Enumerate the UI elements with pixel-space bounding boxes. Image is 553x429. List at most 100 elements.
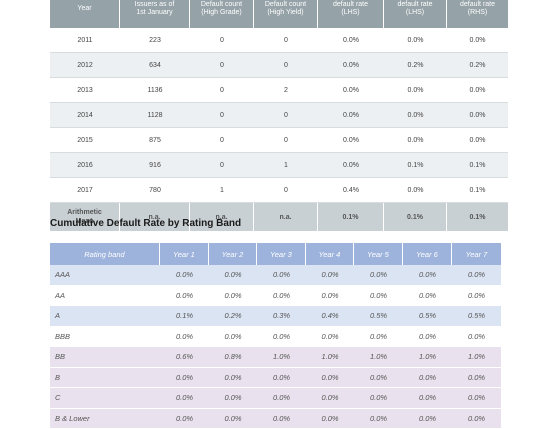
table2-header-cell: Year 4 bbox=[306, 243, 354, 265]
table-cell: 0.0% bbox=[318, 153, 384, 178]
table-cell: 0.0% bbox=[384, 128, 447, 153]
table-cell: 0.0% bbox=[354, 368, 403, 389]
table-cell: 0.1% bbox=[447, 178, 508, 203]
table-row: 2015 875 0 0 0.0% 0.0% 0.0% bbox=[50, 128, 508, 153]
table-cell: 0.0% bbox=[209, 286, 257, 307]
table-cell: 0.3% bbox=[257, 306, 306, 327]
cumulative-default-table: Rating band Year 1 Year 2 Year 3 Year 4 … bbox=[50, 243, 501, 429]
table-cell: 0 bbox=[190, 28, 254, 53]
mean-cell: 0.1% bbox=[318, 203, 384, 231]
table-cell: 0.2% bbox=[209, 306, 257, 327]
table1-header-cell: default rate(LHS) bbox=[318, 0, 384, 28]
table-cell: 0.0% bbox=[306, 409, 354, 429]
table-cell: 0.0% bbox=[318, 28, 384, 53]
rating-band-cell: A bbox=[50, 306, 160, 327]
table-cell: 0 bbox=[254, 103, 318, 128]
table1-header-cell: Year bbox=[50, 0, 120, 28]
table-cell: 0.0% bbox=[452, 265, 501, 286]
table-cell: 0.0% bbox=[257, 368, 306, 389]
table-cell: 0.0% bbox=[452, 388, 501, 409]
table-cell: 0 bbox=[254, 53, 318, 78]
table-cell: 0.0% bbox=[209, 409, 257, 429]
table-cell: 0.0% bbox=[447, 28, 508, 53]
table-cell: 0.0% bbox=[209, 265, 257, 286]
table-cell: 0.0% bbox=[403, 265, 452, 286]
table-cell: 0.0% bbox=[306, 368, 354, 389]
table2-header-cell: Year 2 bbox=[209, 243, 257, 265]
table-cell: 0.0% bbox=[257, 286, 306, 307]
table-cell: 0.0% bbox=[318, 53, 384, 78]
table-cell: 0.0% bbox=[403, 368, 452, 389]
table1-header-cell: Default count(High Yield) bbox=[254, 0, 318, 28]
table-cell: 0.0% bbox=[403, 388, 452, 409]
table-cell: 780 bbox=[120, 178, 190, 203]
table-row: B 0.0% 0.0% 0.0% 0.0% 0.0% 0.0% 0.0% bbox=[50, 368, 501, 389]
rating-band-cell: AA bbox=[50, 286, 160, 307]
table-cell: 0.0% bbox=[306, 286, 354, 307]
table-cell: 0 bbox=[254, 178, 318, 203]
table-cell: 0.0% bbox=[306, 327, 354, 348]
table-cell: 0.0% bbox=[384, 78, 447, 103]
table-cell: 0.0% bbox=[403, 327, 452, 348]
rating-band-cell: AAA bbox=[50, 265, 160, 286]
table-row: BB 0.6% 0.8% 1.0% 1.0% 1.0% 1.0% 1.0% bbox=[50, 347, 501, 368]
table-row: 2017 780 1 0 0.4% 0.0% 0.1% bbox=[50, 178, 508, 203]
table2-header-cell: Year 3 bbox=[257, 243, 306, 265]
table2-header-cell: Year 6 bbox=[403, 243, 452, 265]
table-cell: 0.0% bbox=[306, 388, 354, 409]
table-cell: 0.8% bbox=[209, 347, 257, 368]
rating-band-cell: C bbox=[50, 388, 160, 409]
table-cell: 916 bbox=[120, 153, 190, 178]
table-cell: 0.0% bbox=[318, 128, 384, 153]
table-cell: 0.0% bbox=[354, 286, 403, 307]
table2-header-cell: Rating band bbox=[50, 243, 160, 265]
mean-cell: 0.1% bbox=[384, 203, 447, 231]
table-cell: 2011 bbox=[50, 28, 120, 53]
table1-header-cell: default rate(RHS) bbox=[447, 0, 508, 28]
table-cell: 1.0% bbox=[257, 347, 306, 368]
table-cell: 0.5% bbox=[354, 306, 403, 327]
table-cell: 1 bbox=[254, 153, 318, 178]
table-cell: 0.0% bbox=[452, 409, 501, 429]
table-cell: 0.0% bbox=[447, 103, 508, 128]
table-cell: 875 bbox=[120, 128, 190, 153]
rating-band-cell: B & Lower bbox=[50, 409, 160, 429]
table2-header-row: Rating band Year 1 Year 2 Year 3 Year 4 … bbox=[50, 243, 501, 265]
mean-cell: n.a. bbox=[254, 203, 318, 231]
table-cell: 0.0% bbox=[447, 78, 508, 103]
table-cell: 0.0% bbox=[209, 327, 257, 348]
table-cell: 0.4% bbox=[318, 178, 384, 203]
table-row: AAA 0.0% 0.0% 0.0% 0.0% 0.0% 0.0% 0.0% bbox=[50, 265, 501, 286]
table-cell: 0.0% bbox=[452, 286, 501, 307]
table-cell: 2016 bbox=[50, 153, 120, 178]
table-cell: 0 bbox=[254, 128, 318, 153]
table-row: AA 0.0% 0.0% 0.0% 0.0% 0.0% 0.0% 0.0% bbox=[50, 286, 501, 307]
table-row: 2014 1128 0 0 0.0% 0.0% 0.0% bbox=[50, 103, 508, 128]
table-row: C 0.0% 0.0% 0.0% 0.0% 0.0% 0.0% 0.0% bbox=[50, 388, 501, 409]
rating-band-cell: BB bbox=[50, 347, 160, 368]
table-cell: 0.0% bbox=[160, 388, 209, 409]
table-cell: 0 bbox=[190, 153, 254, 178]
mean-cell: 0.1% bbox=[447, 203, 508, 231]
table-cell: 0.4% bbox=[306, 306, 354, 327]
table-cell: 0 bbox=[190, 103, 254, 128]
table-cell: 0.0% bbox=[160, 327, 209, 348]
table-cell: 0.0% bbox=[209, 388, 257, 409]
table-cell: 634 bbox=[120, 53, 190, 78]
table-cell: 1.0% bbox=[403, 347, 452, 368]
table2-header-cell: Year 5 bbox=[354, 243, 403, 265]
table-cell: 0.0% bbox=[447, 128, 508, 153]
table-cell: 2012 bbox=[50, 53, 120, 78]
rating-band-cell: B bbox=[50, 368, 160, 389]
table-row: 2013 1136 0 2 0.0% 0.0% 0.0% bbox=[50, 78, 508, 103]
table-cell: 1 bbox=[190, 178, 254, 203]
table-cell: 1.0% bbox=[452, 347, 501, 368]
table-cell: 2014 bbox=[50, 103, 120, 128]
table-cell: 0.5% bbox=[403, 306, 452, 327]
table-cell: 2 bbox=[254, 78, 318, 103]
table-cell: 0.0% bbox=[160, 368, 209, 389]
table-cell: 0.2% bbox=[447, 53, 508, 78]
section-title: Cumulative Default Rate by Rating Band bbox=[50, 218, 241, 229]
table-cell: 0.0% bbox=[209, 368, 257, 389]
